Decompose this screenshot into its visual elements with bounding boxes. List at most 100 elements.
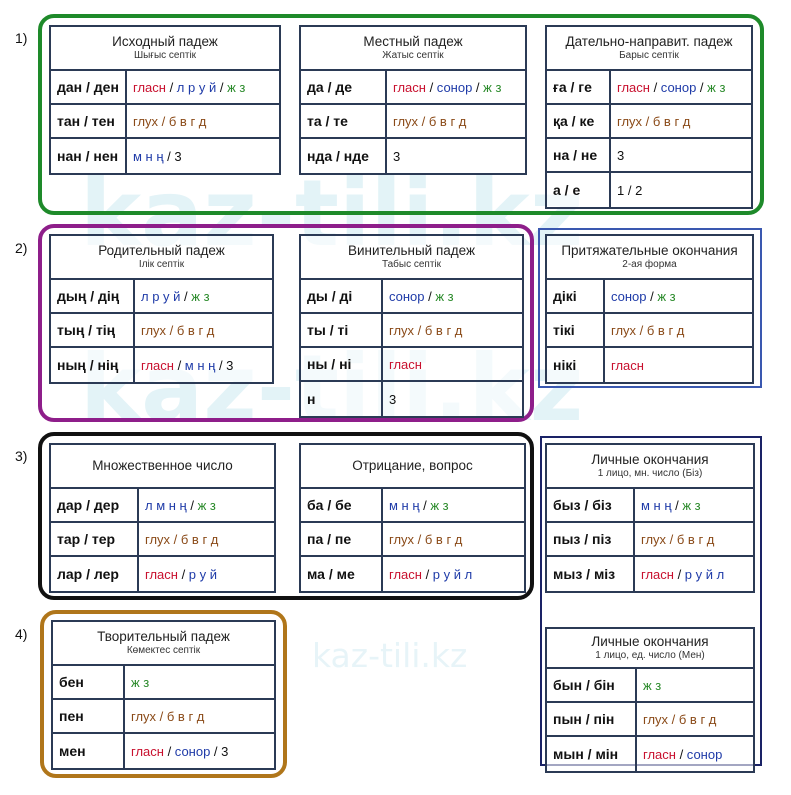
- table-row: нікі гласн: [547, 348, 752, 382]
- rule-segment: /: [419, 497, 431, 513]
- rule-cell: глух / б в г д: [125, 700, 204, 732]
- table-title: Отрицание, вопрос: [352, 458, 473, 473]
- rule-segment: /: [186, 497, 198, 513]
- table-lichnye-ed: Личные окончания 1 лицо, ед. число (Мен) б…: [545, 627, 755, 773]
- table-subtitle: Табыс септік: [381, 259, 442, 270]
- rule-segment: м н ң: [389, 497, 420, 513]
- rule-cell: 3: [383, 382, 396, 416]
- suffix-cell: бын / бін: [547, 669, 637, 701]
- rule-segment: 3: [389, 391, 397, 407]
- rule-cell: сонор / ж з: [605, 280, 676, 312]
- table-row: пын / пін глух / б в г д: [547, 703, 753, 737]
- group-number-4: 4): [15, 626, 28, 642]
- rule-cell: гласн / р у й: [139, 557, 217, 591]
- table-row: тар / тер глух / б в г д: [51, 523, 274, 557]
- table-row: дың / дің л р у й / ж з: [51, 280, 272, 314]
- table-roditelnyi: Родительный падеж Ілік септік дың / дің л р…: [49, 234, 274, 384]
- table-row: тікі глух / б в г д: [547, 314, 752, 348]
- rule-segment: /: [421, 566, 433, 582]
- rule-cell: 1 / 2: [611, 173, 642, 207]
- suffix-cell: дан / ден: [51, 71, 127, 103]
- table-row: на / не 3: [547, 139, 751, 173]
- rule-segment: сонор: [174, 743, 211, 759]
- rule-cell: глух / б в г д: [605, 314, 684, 346]
- rule-segment: гласн: [611, 357, 644, 373]
- table-prityazhatelnye: Притяжательные окончания 2-ая форма дікі со…: [545, 234, 754, 384]
- rule-cell: гласн: [605, 348, 644, 382]
- suffix-cell: да / де: [301, 71, 387, 103]
- rule-cell: гласн / сонор / ж з: [611, 71, 725, 103]
- rule-segment: ж з: [657, 288, 676, 304]
- rule-cell: сонор / ж з: [383, 280, 454, 312]
- suffix-cell: быз / біз: [547, 489, 635, 521]
- group-number-3: 3): [15, 448, 28, 464]
- rule-cell: глух / б в г д: [135, 314, 214, 346]
- table-header: Исходный падеж Шығыс септік: [51, 27, 279, 71]
- rule-cell: глух / б в г д: [611, 105, 690, 137]
- rule-segment: гласн: [145, 566, 178, 582]
- rule-segment: /: [472, 79, 484, 95]
- rule-segment: глух / б в г д: [133, 113, 207, 129]
- rule-segment: сонор: [611, 288, 647, 304]
- suffix-cell: н: [301, 382, 383, 416]
- table-header: Винительный падеж Табыс септік: [301, 236, 522, 280]
- rule-segment: /: [673, 566, 685, 582]
- rule-segment: /: [646, 288, 658, 304]
- table-subtitle: Шығыс септік: [133, 50, 197, 61]
- table-row: тың / тің глух / б в г д: [51, 314, 272, 348]
- rule-segment: гласн: [617, 79, 650, 95]
- table-subtitle: 1 лицо, ед. число (Мен): [595, 650, 705, 661]
- table-row: быз / біз м н ң / ж з: [547, 489, 753, 523]
- suffix-cell: тікі: [547, 314, 605, 346]
- rule-segment: гласн: [141, 357, 174, 373]
- suffix-cell: пын / пін: [547, 703, 637, 735]
- suffix-cell: дар / дер: [51, 489, 139, 521]
- table-row: бен ж з: [53, 666, 274, 700]
- suffix-cell: нікі: [547, 348, 605, 382]
- rule-segment: ж з: [483, 79, 502, 95]
- table-row: ты / ті глух / б в г д: [301, 314, 522, 348]
- rule-segment: / 3: [163, 148, 182, 164]
- rule-segment: глух / б в г д: [617, 113, 691, 129]
- table-row: ба / бе м н ң / ж з: [301, 489, 524, 523]
- table-title: Родительный падеж: [98, 243, 225, 258]
- table-row: ға / ге гласн / сонор / ж з: [547, 71, 751, 105]
- table-row: нан / нен м н ң / 3: [51, 139, 279, 173]
- rule-segment: /: [649, 79, 661, 95]
- rule-segment: глух / б в г д: [131, 708, 205, 724]
- rule-segment: гласн: [131, 743, 164, 759]
- table-row: ның / нің гласн / м н ң / 3: [51, 348, 272, 382]
- suffix-cell: тың / тің: [51, 314, 135, 346]
- rule-segment: ж з: [197, 497, 216, 513]
- rule-segment: гласн: [389, 566, 422, 582]
- table-header: Родительный падеж Ілік септік: [51, 236, 272, 280]
- table-title: Местный падеж: [363, 34, 463, 49]
- table-datelnyi: Дательно-направит. падеж Барыс септік ға /…: [545, 25, 753, 209]
- table-row: ды / ді сонор / ж з: [301, 280, 522, 314]
- rule-segment: ж з: [191, 288, 210, 304]
- suffix-cell: мын / мін: [547, 737, 637, 771]
- table-row: мыз / міз гласн / р у й л: [547, 557, 753, 591]
- rule-segment: ж з: [227, 79, 246, 95]
- table-row: да / де гласн / сонор / ж з: [301, 71, 525, 105]
- table-subtitle: 2-ая форма: [622, 259, 677, 270]
- rule-cell: глух / б в г д: [383, 523, 462, 555]
- table-title: Личные окончания: [591, 452, 709, 467]
- rule-segment: сонор: [686, 746, 723, 762]
- rule-segment: гласн: [133, 79, 166, 95]
- table-header: Творительный падеж Көмектес септік: [53, 622, 274, 666]
- rule-segment: / 3: [215, 357, 234, 373]
- table-title: Личные окончания: [591, 634, 709, 649]
- rule-cell: гласн / сонор / ж з: [387, 71, 501, 103]
- group-number-2: 2): [15, 240, 28, 256]
- suffix-cell: лар / лер: [51, 557, 139, 591]
- rule-cell: 3: [387, 139, 400, 173]
- suffix-cell: нан / нен: [51, 139, 127, 173]
- table-row: пыз / піз глух / б в г д: [547, 523, 753, 557]
- table-mestnyi: Местный падеж Жатыс септік да / де гласн / …: [299, 25, 527, 175]
- rule-segment: глух / б в г д: [641, 531, 715, 547]
- table-header: Отрицание, вопрос: [301, 445, 524, 489]
- group-frame-3: [38, 432, 534, 600]
- rule-segment: /: [424, 288, 436, 304]
- table-title: Дательно-направит. падеж: [565, 34, 733, 49]
